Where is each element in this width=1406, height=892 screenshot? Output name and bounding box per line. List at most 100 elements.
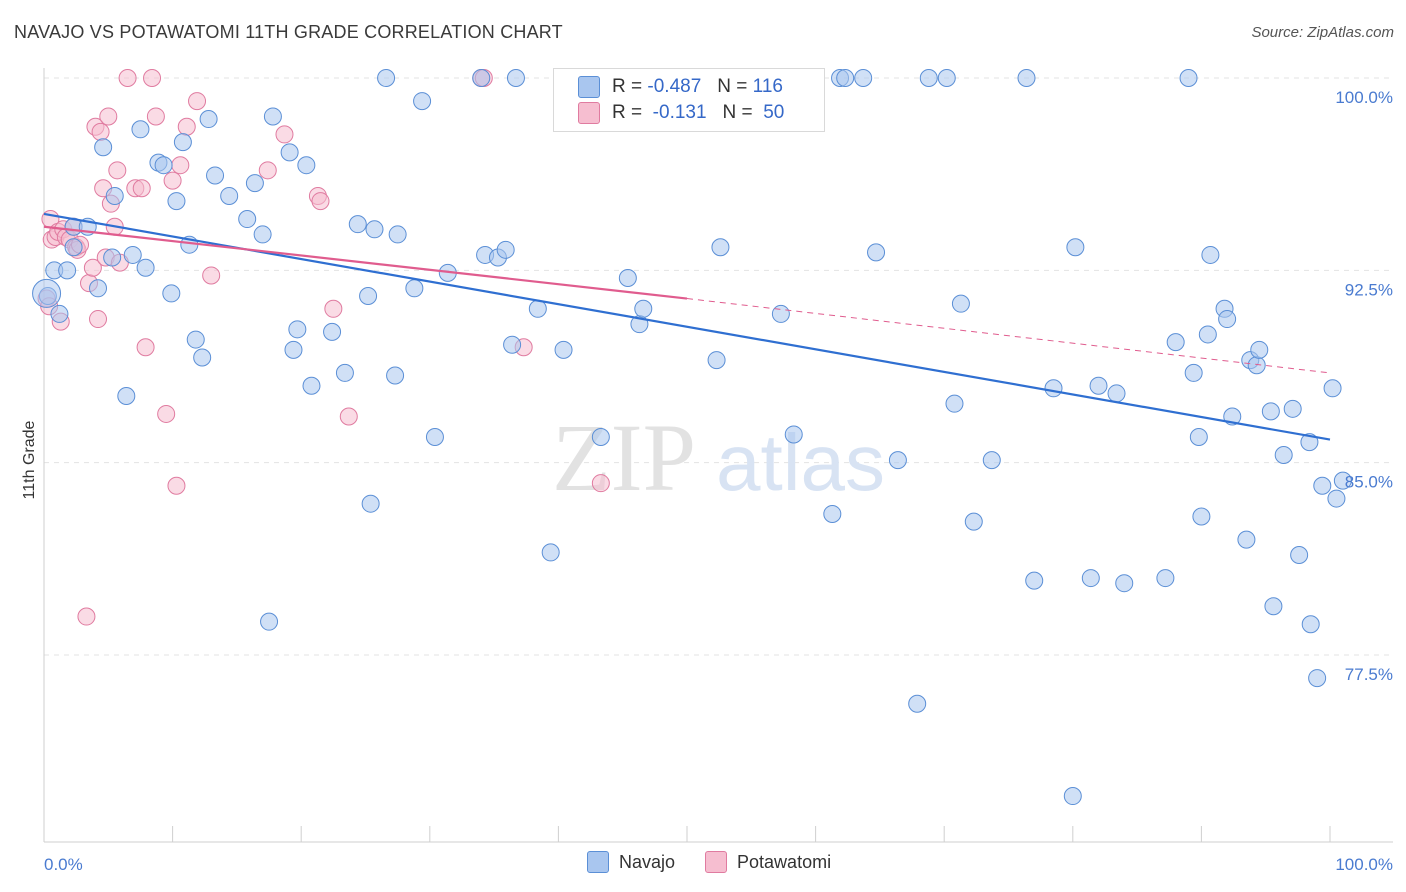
navajo-point xyxy=(377,69,396,87)
navajo-point xyxy=(1313,476,1332,495)
potawatomi-point xyxy=(171,156,190,175)
navajo-point xyxy=(1179,69,1198,87)
navajo-point xyxy=(260,612,279,631)
navajo-point xyxy=(1189,428,1208,447)
navajo-point xyxy=(1063,787,1082,806)
navajo-point xyxy=(711,238,730,257)
potawatomi-point xyxy=(99,107,118,126)
navajo-point xyxy=(1156,569,1175,588)
navajo-legend-swatch xyxy=(587,851,609,873)
navajo-point xyxy=(162,284,181,303)
navajo-point xyxy=(1218,310,1237,329)
navajo-point xyxy=(1264,597,1283,616)
potawatomi-point xyxy=(591,474,610,493)
navajo-point xyxy=(591,428,610,447)
potawatomi-point xyxy=(167,476,186,495)
potawatomi-trend-line xyxy=(43,225,688,300)
potawatomi-points xyxy=(37,69,610,626)
navajo-point xyxy=(1017,69,1036,87)
navajo-point xyxy=(1198,325,1217,344)
potawatomi-point xyxy=(91,122,110,141)
potawatomi-n-value: 50 xyxy=(757,102,785,123)
source-label: Source: ZipAtlas.com xyxy=(1251,24,1394,41)
navajo-point xyxy=(951,294,970,313)
x-tick-label-0: 0.0% xyxy=(44,855,83,874)
navajo-point xyxy=(634,299,653,318)
navajo-point xyxy=(1025,571,1044,590)
watermark: ZIP atlas xyxy=(552,404,885,511)
y-axis-label: 11th Grade xyxy=(21,420,38,499)
navajo-point xyxy=(528,299,547,318)
navajo-point xyxy=(154,156,173,175)
navajo-point xyxy=(50,304,69,323)
navajo-point xyxy=(388,225,407,244)
navajo-point xyxy=(937,69,956,87)
navajo-point xyxy=(982,451,1001,470)
navajo-point xyxy=(908,694,927,713)
potawatomi-point xyxy=(311,192,330,211)
potawatomi-r-value: -0.131 xyxy=(647,102,707,123)
navajo-point xyxy=(1081,569,1100,588)
navajo-points xyxy=(32,69,1352,806)
navajo-point xyxy=(103,248,122,267)
navajo-point xyxy=(1300,433,1319,452)
navajo-point xyxy=(297,156,316,175)
correlation-legend: R = -0.487 N = 116 R = -0.131 N = 50 xyxy=(553,68,825,132)
navajo-r-label: R = xyxy=(612,76,643,97)
axes xyxy=(43,68,1393,843)
potawatomi-point xyxy=(89,310,108,329)
y-tick-label-2: 85.0% xyxy=(1345,473,1393,492)
potawatomi-point xyxy=(275,125,294,144)
navajo-point xyxy=(64,238,83,257)
navajo-point xyxy=(348,215,367,234)
navajo-point xyxy=(245,174,264,193)
navajo-point xyxy=(405,279,424,298)
navajo-point xyxy=(302,376,321,395)
navajo-point xyxy=(167,192,186,211)
navajo-point xyxy=(94,138,113,157)
potawatomi-point xyxy=(83,258,102,277)
navajo-point xyxy=(1192,507,1211,526)
navajo-point xyxy=(1301,615,1320,634)
navajo-point xyxy=(1333,471,1352,490)
navajo-point xyxy=(1066,238,1085,257)
navajo-point xyxy=(131,120,150,139)
navajo-point xyxy=(263,107,282,126)
potawatomi-point xyxy=(108,161,127,180)
navajo-point xyxy=(199,110,218,129)
potawatomi-point xyxy=(163,171,182,190)
navajo-swatch xyxy=(578,76,600,98)
watermark-zip: ZIP xyxy=(552,404,696,511)
potawatomi-swatch xyxy=(578,102,600,124)
navajo-point xyxy=(771,304,790,323)
potawatomi-point xyxy=(146,107,165,126)
legend-row-potawatomi: R = -0.131 N = 50 xyxy=(578,101,784,125)
legend-item-potawatomi: Potawatomi xyxy=(705,851,831,873)
navajo-point xyxy=(1290,545,1309,564)
navajo-point xyxy=(1115,574,1134,593)
navajo-point xyxy=(32,278,62,308)
potawatomi-point xyxy=(77,607,96,626)
navajo-point xyxy=(707,351,726,370)
potawatomi-point xyxy=(132,179,151,198)
navajo-point xyxy=(854,69,873,87)
navajo-point xyxy=(238,210,257,229)
navajo-point xyxy=(288,320,307,339)
navajo-point xyxy=(964,512,983,531)
navajo-point xyxy=(618,269,637,288)
navajo-legend-label: Navajo xyxy=(619,851,676,872)
navajo-point xyxy=(1247,356,1266,375)
y-tick-labels: 100.0% 92.5% 85.0% 77.5% xyxy=(1335,88,1393,684)
potawatomi-n-label: N = xyxy=(722,102,753,123)
potawatomi-point xyxy=(324,299,343,318)
potawatomi-trend-extension xyxy=(686,298,1331,374)
navajo-point xyxy=(506,69,525,87)
navajo-point xyxy=(1089,376,1108,395)
navajo-point xyxy=(105,186,124,205)
navajo-point xyxy=(823,504,842,523)
x-tick-label-100: 100.0% xyxy=(1335,855,1393,874)
navajo-point xyxy=(1323,379,1342,398)
navajo-point xyxy=(58,261,77,280)
legend-item-navajo: Navajo xyxy=(587,851,675,873)
